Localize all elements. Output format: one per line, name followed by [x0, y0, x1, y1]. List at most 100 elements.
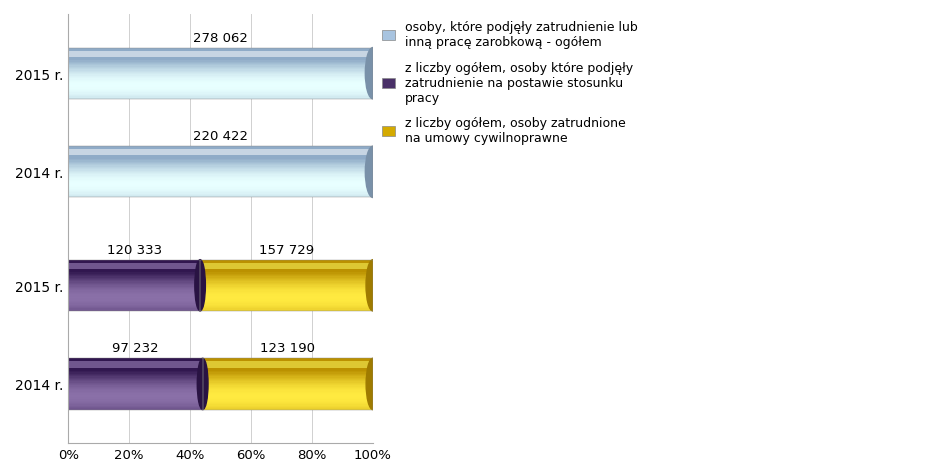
Text: 220 422: 220 422 [193, 130, 248, 143]
Bar [68, 196, 373, 197]
Bar [200, 298, 373, 300]
Bar [68, 95, 373, 96]
Bar [202, 375, 373, 377]
Bar [68, 71, 373, 73]
Bar [68, 279, 200, 280]
Bar [68, 155, 373, 156]
Bar [68, 382, 202, 383]
Bar [68, 49, 373, 99]
Bar [200, 304, 373, 305]
Bar [68, 87, 373, 88]
Bar [202, 401, 373, 402]
Bar [202, 362, 373, 368]
Bar [68, 362, 202, 368]
Bar [202, 373, 373, 374]
Bar [68, 184, 373, 185]
Bar [68, 176, 373, 178]
Bar [68, 384, 202, 386]
Bar [68, 362, 202, 364]
Bar [68, 60, 373, 61]
Bar [68, 165, 373, 166]
Bar [202, 390, 373, 392]
Bar [202, 387, 373, 388]
Bar [200, 260, 373, 311]
Bar [68, 150, 373, 156]
Bar [200, 289, 373, 291]
Bar [68, 77, 373, 78]
Bar [68, 402, 202, 403]
Bar [68, 278, 200, 279]
Bar [68, 183, 373, 184]
Bar [200, 272, 373, 273]
Bar [202, 397, 373, 398]
Bar [68, 369, 202, 370]
Bar [68, 96, 373, 97]
Bar [68, 82, 373, 83]
Bar [68, 166, 373, 168]
Bar [68, 151, 373, 152]
Bar [68, 378, 202, 379]
Text: 97 232: 97 232 [112, 342, 159, 355]
Bar [68, 74, 373, 75]
Bar [68, 65, 373, 66]
Bar [202, 386, 373, 387]
Bar [68, 180, 373, 181]
Bar [68, 172, 373, 174]
Bar [68, 148, 373, 149]
Bar [68, 379, 202, 380]
Bar [202, 382, 373, 383]
Bar [68, 309, 200, 310]
Bar [200, 310, 373, 311]
Bar [68, 260, 200, 311]
Bar [68, 174, 373, 175]
Bar [200, 300, 373, 301]
Bar [202, 408, 373, 410]
Bar [68, 69, 373, 70]
Bar [200, 285, 373, 286]
Bar [68, 383, 202, 384]
Bar [68, 61, 373, 62]
Bar [68, 403, 202, 405]
Bar [68, 401, 202, 402]
Bar [68, 50, 373, 51]
Bar [68, 66, 373, 68]
Bar [202, 388, 373, 389]
Bar [200, 288, 373, 289]
Bar [68, 51, 373, 52]
Ellipse shape [197, 358, 208, 410]
Bar [202, 389, 373, 390]
Text: 120 333: 120 333 [107, 243, 161, 256]
Bar [68, 187, 373, 188]
Bar [68, 90, 373, 92]
Bar [200, 274, 373, 276]
Bar [68, 373, 202, 374]
Text: 157 729: 157 729 [259, 243, 313, 256]
Bar [68, 169, 373, 170]
Bar [68, 283, 200, 285]
Bar [68, 289, 200, 291]
Bar [202, 370, 373, 371]
Ellipse shape [365, 49, 380, 99]
Bar [68, 75, 373, 77]
Bar [68, 190, 373, 192]
Bar [68, 277, 200, 278]
Bar [68, 304, 200, 305]
Bar [68, 194, 373, 196]
Bar [68, 276, 200, 277]
Bar [68, 270, 200, 272]
Bar [68, 380, 202, 382]
Bar [68, 192, 373, 193]
Bar [68, 377, 202, 378]
Bar [68, 358, 202, 410]
Bar [202, 378, 373, 379]
Bar [202, 371, 373, 373]
Bar [68, 282, 200, 283]
Bar [202, 407, 373, 408]
Bar [68, 171, 373, 172]
Bar [200, 264, 373, 265]
Bar [68, 370, 202, 371]
Bar [68, 147, 373, 198]
Text: 123 190: 123 190 [260, 342, 315, 355]
Bar [200, 301, 373, 302]
Bar [68, 361, 202, 362]
